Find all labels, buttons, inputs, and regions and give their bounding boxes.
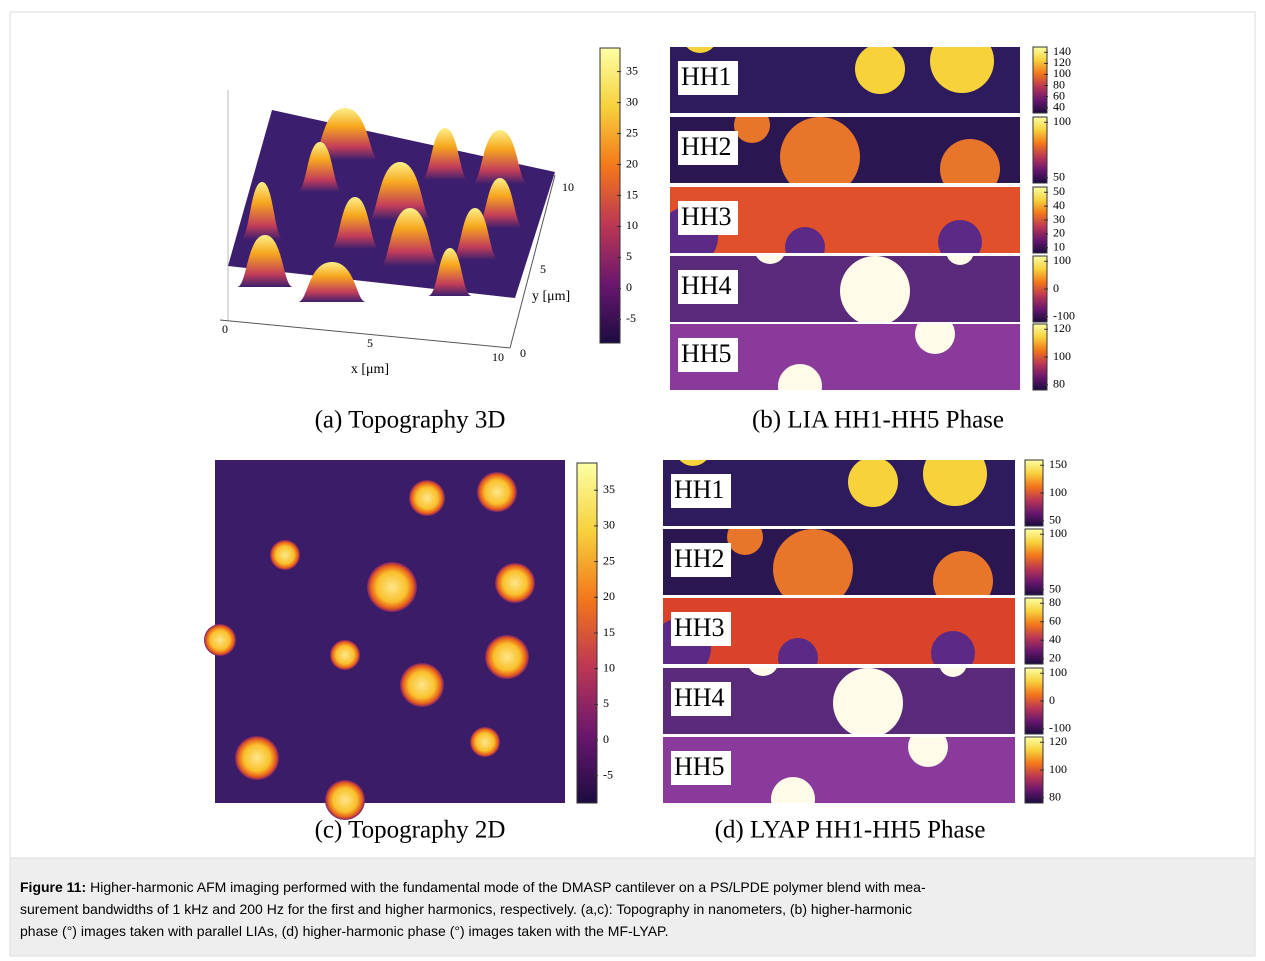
- colorbar-tick-label: 100: [1049, 526, 1067, 540]
- colorbar-tick-label: 0: [603, 732, 609, 746]
- colorbar: [1025, 529, 1043, 595]
- colorbar-tick-label: 60: [1049, 614, 1061, 628]
- x-label: x [μm]: [351, 362, 389, 377]
- colorbar: [1025, 598, 1043, 664]
- caption-line: phase (°) images taken with parallel LIA…: [20, 923, 668, 939]
- colorbar-tick-label: -5: [603, 768, 613, 782]
- colorbar-tick-label: 20: [1049, 650, 1061, 664]
- colorbar-tick-label: 40: [1053, 198, 1065, 212]
- colorbar-tick-label: 10: [1053, 239, 1065, 253]
- particle: [848, 457, 898, 507]
- figure: 0 5 10 0 5 10 x [μm] y [μm] (a) Topograp…: [0, 0, 1265, 961]
- colorbar-tick-label: 50: [1049, 512, 1061, 526]
- colorbar-tick-label: 5: [626, 249, 632, 263]
- strip-label: HH3: [681, 202, 732, 231]
- particle: [325, 780, 365, 820]
- colorbar-tick-label: 50: [1053, 169, 1065, 183]
- strip-label: HH3: [674, 613, 725, 642]
- particle: [855, 44, 905, 94]
- colorbar-tick-label: 20: [1053, 226, 1065, 240]
- colorbar-tick-label: 50: [1049, 581, 1061, 595]
- x-tick: 10: [492, 350, 504, 364]
- particle: [235, 736, 279, 780]
- colorbar-tick-label: 100: [1053, 253, 1071, 267]
- colorbar-tick-label: 35: [603, 482, 615, 496]
- strip-label: HH2: [681, 132, 732, 161]
- caption-line: Higher-harmonic AFM imaging performed wi…: [90, 879, 926, 895]
- colorbar-tick-label: 5: [603, 696, 609, 710]
- colorbar-tick-label: 25: [626, 125, 638, 139]
- x-tick: 5: [367, 336, 373, 350]
- strip-label: HH4: [674, 683, 725, 712]
- y-label: y [μm]: [532, 289, 570, 304]
- y-tick: 0: [520, 346, 526, 360]
- particle: [477, 472, 517, 512]
- colorbar-tick-label: 0: [626, 280, 632, 294]
- strip-label: HH1: [681, 62, 732, 91]
- particle: [485, 635, 529, 679]
- colorbar-tick-label: 80: [1053, 376, 1065, 390]
- colorbar-tick-label: 100: [1053, 114, 1071, 128]
- colorbar-tick-label: 0: [1053, 281, 1059, 295]
- particle: [367, 562, 417, 612]
- colorbar-tick-label: 80: [1049, 595, 1061, 609]
- panel-caption: (d) LYAP HH1-HH5 Phase: [715, 817, 986, 844]
- colorbar-tick-label: 35: [626, 63, 638, 77]
- colorbar-tick-label: 100: [1049, 485, 1067, 499]
- particle: [840, 256, 910, 326]
- colorbar-tick-label: 100: [1049, 665, 1067, 679]
- colorbar-tick-label: 120: [1049, 734, 1067, 748]
- panel-caption: (a) Topography 3D: [315, 407, 506, 434]
- strip-label: HH2: [674, 544, 725, 573]
- colorbar-tick-label: 10: [626, 218, 638, 232]
- strip-label: HH4: [681, 271, 732, 300]
- colorbar-tick-label: 50: [1053, 184, 1065, 198]
- colorbar-tick-label: 30: [1053, 212, 1065, 226]
- figure-label: Figure 11:: [20, 879, 86, 895]
- colorbar-tick-label: 30: [626, 94, 638, 108]
- colorbar-tick-label: 20: [626, 156, 638, 170]
- colorbar-tick-label: 40: [1053, 99, 1065, 113]
- colorbar-tick-label: 30: [603, 518, 615, 532]
- colorbar-tick-label: 40: [1049, 632, 1061, 646]
- particle: [400, 663, 444, 707]
- strip-label: HH5: [674, 752, 725, 781]
- colorbar-tick-label: 150: [1049, 457, 1067, 471]
- colorbar-tick-label: 10: [603, 660, 615, 674]
- colorbar-tick-label: -5: [626, 311, 636, 325]
- colorbar-tick-label: 15: [626, 187, 638, 201]
- colorbar-tick-label: 15: [603, 625, 615, 639]
- colorbar-tick-label: 100: [1049, 762, 1067, 776]
- colorbar-tick-label: 0: [1049, 693, 1055, 707]
- particle: [270, 540, 300, 570]
- colorbar-tick-label: 25: [603, 553, 615, 567]
- particle: [204, 624, 236, 656]
- particle: [495, 563, 535, 603]
- caption-line: surement bandwidths of 1 kHz and 200 Hz …: [20, 901, 912, 917]
- particle: [330, 640, 360, 670]
- colorbar: [1033, 117, 1047, 183]
- particle: [833, 668, 903, 738]
- strip-label: HH5: [681, 339, 732, 368]
- colorbar-tick-label: -100: [1049, 720, 1071, 734]
- panel-caption: (b) LIA HH1-HH5 Phase: [752, 407, 1004, 434]
- y-tick: 5: [540, 262, 546, 276]
- y-tick: 10: [562, 180, 574, 194]
- colorbar: [1033, 47, 1047, 113]
- strip-label: HH1: [674, 475, 725, 504]
- x-tick: 0: [222, 322, 228, 336]
- colorbar-tick-label: 120: [1053, 321, 1071, 335]
- colorbar-tick-label: 20: [603, 589, 615, 603]
- colorbar-tick-label: 80: [1049, 789, 1061, 803]
- particle: [470, 727, 500, 757]
- panel-caption: (c) Topography 2D: [315, 817, 506, 844]
- panel-c: (c) Topography 2D: [204, 460, 597, 844]
- particle: [409, 480, 445, 516]
- colorbar-tick-label: 100: [1053, 349, 1071, 363]
